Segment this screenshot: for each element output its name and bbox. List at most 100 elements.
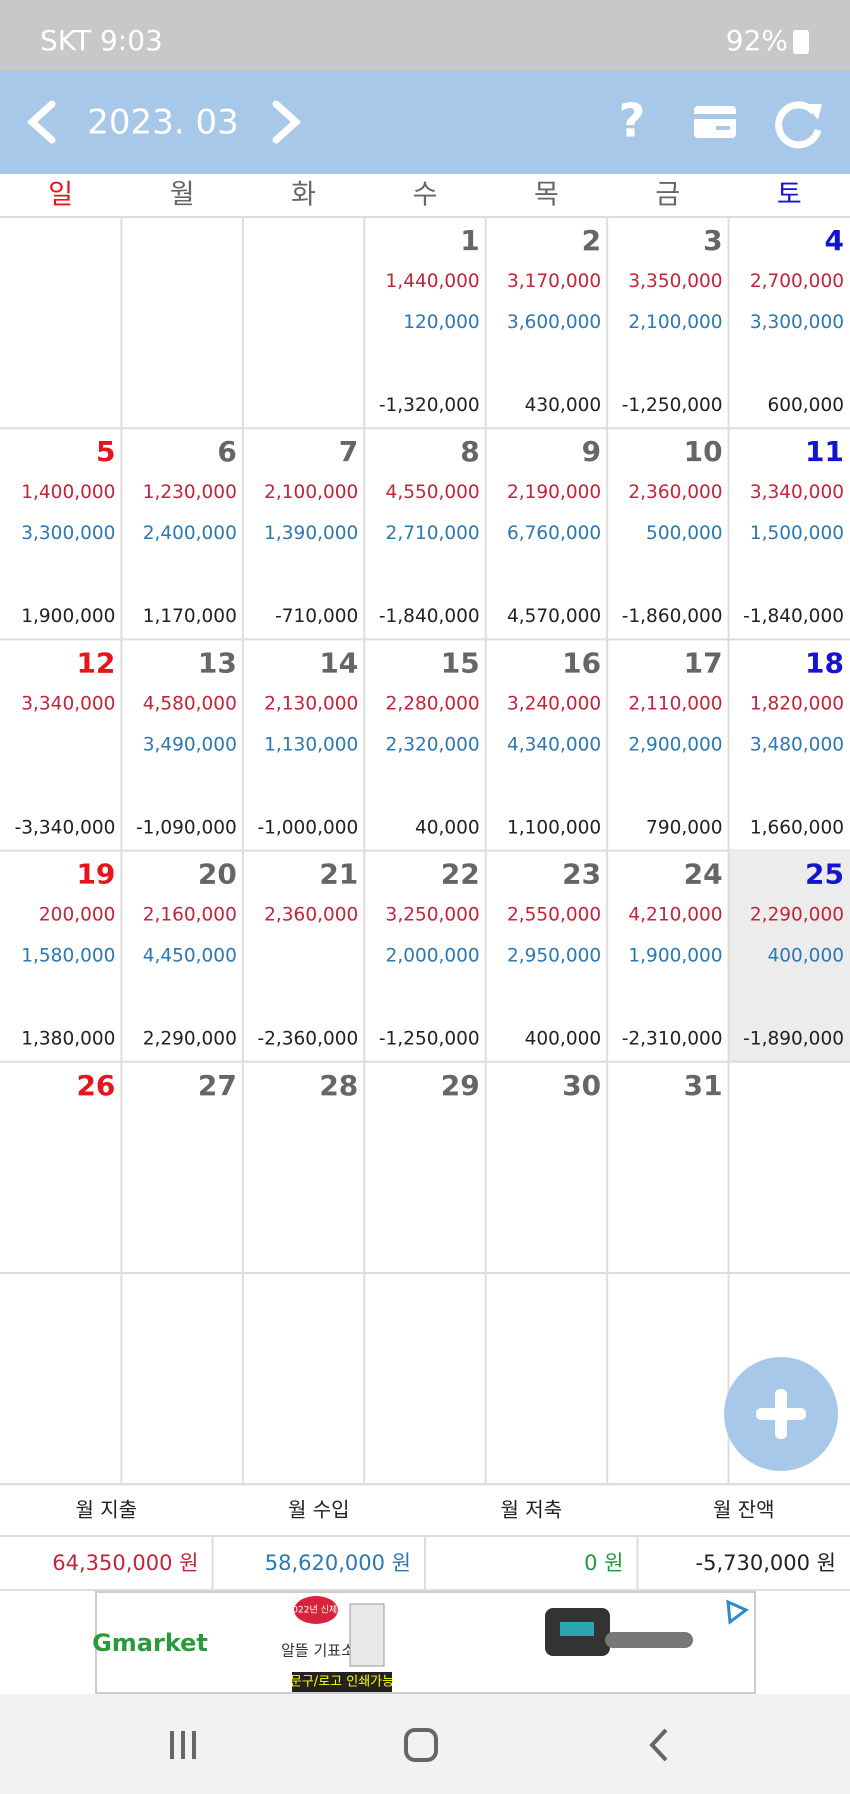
day-expense: 1,820,000 xyxy=(750,693,844,714)
day-cell[interactable] xyxy=(121,217,242,428)
day-balance: -1,840,000 xyxy=(379,606,480,627)
weekday-label: 화 xyxy=(291,180,316,211)
month-title[interactable]: 2023. 03 xyxy=(87,103,238,143)
day-expense: 3,240,000 xyxy=(507,693,601,714)
day-income: 3,300,000 xyxy=(750,312,844,333)
summary-value: 0 원 xyxy=(584,1551,623,1575)
weekday-label: 일 xyxy=(48,180,73,211)
day-cell[interactable] xyxy=(243,1273,364,1484)
day-cell[interactable] xyxy=(121,1273,242,1484)
day-expense: 2,100,000 xyxy=(264,482,358,503)
day-income: 2,320,000 xyxy=(386,734,480,755)
day-income: 500,000 xyxy=(646,523,723,544)
nav-home[interactable] xyxy=(404,1728,438,1762)
card-button[interactable] xyxy=(694,106,736,138)
day-number: 25 xyxy=(805,858,844,891)
day-number: 11 xyxy=(805,435,844,468)
day-income: 2,100,000 xyxy=(628,312,722,333)
day-income: 2,000,000 xyxy=(386,946,480,967)
add-button[interactable] xyxy=(724,1357,838,1471)
ad-product[interactable]: 알뜰 기표소 xyxy=(281,1642,355,1660)
day-cell[interactable] xyxy=(486,1273,607,1484)
day-income: 400,000 xyxy=(767,946,844,967)
day-number: 20 xyxy=(198,858,237,891)
day-expense: 2,280,000 xyxy=(386,693,480,714)
day-number: 17 xyxy=(684,646,723,679)
day-number: 18 xyxy=(805,646,844,679)
day-balance: 40,000 xyxy=(415,817,480,838)
nav-back[interactable] xyxy=(649,1728,668,1762)
day-number: 4 xyxy=(825,224,844,257)
day-cell[interactable] xyxy=(607,1273,728,1484)
summary-value: 58,620,000 원 xyxy=(265,1551,411,1575)
day-expense: 3,250,000 xyxy=(386,905,480,926)
day-number: 1 xyxy=(460,224,479,257)
ad-product-image xyxy=(349,1603,385,1667)
day-expense: 3,340,000 xyxy=(21,693,115,714)
day-expense: 3,170,000 xyxy=(507,271,601,292)
day-cell[interactable] xyxy=(0,1273,121,1484)
day-income: 1,130,000 xyxy=(264,734,358,755)
day-expense: 2,550,000 xyxy=(507,905,601,926)
day-income: 2,950,000 xyxy=(507,946,601,967)
day-expense: 2,130,000 xyxy=(264,693,358,714)
day-expense: 3,350,000 xyxy=(628,271,722,292)
day-cell[interactable] xyxy=(364,1273,485,1484)
day-income: 1,390,000 xyxy=(264,523,358,544)
day-income: 2,900,000 xyxy=(628,734,722,755)
day-cell[interactable] xyxy=(0,217,121,428)
day-cell[interactable] xyxy=(729,1062,850,1273)
day-income: 2,710,000 xyxy=(386,523,480,544)
day-income: 1,500,000 xyxy=(750,523,844,544)
day-cell[interactable] xyxy=(243,217,364,428)
ad-badge[interactable]: 2022년 신제품 xyxy=(287,1605,346,1616)
day-income: 3,600,000 xyxy=(507,312,601,333)
day-balance: 4,570,000 xyxy=(507,606,601,627)
day-income: 3,490,000 xyxy=(143,734,237,755)
day-balance: -2,360,000 xyxy=(257,1029,358,1050)
day-expense: 3,340,000 xyxy=(750,482,844,503)
day-expense: 4,550,000 xyxy=(386,482,480,503)
day-number: 16 xyxy=(562,646,601,679)
day-number: 29 xyxy=(441,1069,480,1102)
prev-month[interactable] xyxy=(26,100,56,144)
nav-recent[interactable] xyxy=(170,1731,196,1759)
day-number: 24 xyxy=(684,858,723,891)
day-balance: -1,320,000 xyxy=(379,395,480,416)
day-number: 19 xyxy=(76,858,115,891)
help-button[interactable]: ? xyxy=(619,94,646,148)
day-income: 2,400,000 xyxy=(143,523,237,544)
day-expense: 4,580,000 xyxy=(143,693,237,714)
day-expense: 1,440,000 xyxy=(386,271,480,292)
ad-brand[interactable]: Gmarket xyxy=(92,1629,208,1657)
day-expense: 2,160,000 xyxy=(143,905,237,926)
day-expense: 4,210,000 xyxy=(628,905,722,926)
day-number: 30 xyxy=(562,1069,601,1102)
weekday-row xyxy=(0,174,850,217)
refresh-button[interactable] xyxy=(775,101,822,149)
day-expense: 1,400,000 xyxy=(21,482,115,503)
day-number: 2 xyxy=(582,224,601,257)
ad-badge-bg xyxy=(294,1596,338,1624)
day-balance: 1,100,000 xyxy=(507,817,601,838)
summary-label: 월 수입 xyxy=(288,1498,350,1522)
next-month[interactable] xyxy=(272,100,302,144)
day-number: 12 xyxy=(76,646,115,679)
day-expense: 2,290,000 xyxy=(750,905,844,926)
day-expense: 1,230,000 xyxy=(143,482,237,503)
today-highlight xyxy=(728,850,850,1062)
day-balance: 790,000 xyxy=(646,817,723,838)
day-number: 14 xyxy=(319,646,358,679)
day-balance: -1,250,000 xyxy=(622,395,723,416)
day-balance: -1,000,000 xyxy=(257,817,358,838)
day-balance: 1,380,000 xyxy=(21,1029,115,1050)
summary-label: 월 지출 xyxy=(75,1498,137,1522)
day-expense: 2,360,000 xyxy=(264,905,358,926)
day-balance: -2,310,000 xyxy=(622,1029,723,1050)
day-income: 4,450,000 xyxy=(143,946,237,967)
day-number: 26 xyxy=(76,1069,115,1102)
ad-note[interactable]: 문구/로고 인쇄가능 xyxy=(290,1675,394,1690)
day-balance: 400,000 xyxy=(525,1029,602,1050)
ad-info-icon[interactable] xyxy=(726,1599,749,1625)
